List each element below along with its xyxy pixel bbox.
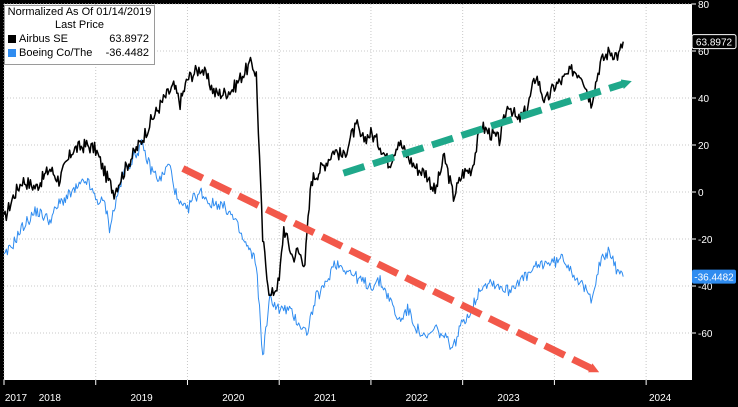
x-tick-label: 2018 — [39, 393, 62, 404]
legend-airbus-name: Airbus SE — [19, 33, 68, 45]
airbus-line — [3, 41, 624, 297]
legend-title: Normalized As Of 01/14/2019 — [7, 6, 152, 18]
legend-airbus-value: 63.8972 — [109, 33, 149, 45]
series-layer — [3, 41, 624, 356]
y-tick-label: 80 — [698, 0, 710, 11]
legend-boeing-name: Boeing Co/The — [19, 47, 93, 59]
x-tick-label: 2024 — [649, 393, 672, 404]
right-axis-panel — [692, 0, 738, 407]
x-tick-label: 2023 — [497, 393, 520, 404]
y-tick-label: 0 — [698, 188, 704, 199]
x-tick-label: 2019 — [130, 393, 153, 404]
annotation-layer — [181, 79, 632, 373]
last-value-label: -36.4482 — [694, 273, 734, 284]
y-tick-label: -60 — [698, 329, 713, 340]
y-tick-label: 40 — [698, 94, 710, 105]
last-value-box — [692, 269, 736, 284]
down-arrow — [181, 165, 600, 373]
boeing-swatch — [8, 49, 16, 57]
y-tick-label: 60 — [698, 47, 710, 58]
x-axis: 2017 2018 2019 2020 2021 2022 2023 2024 — [3, 380, 672, 404]
boeing-line — [3, 139, 624, 356]
x-tick-label: 2022 — [406, 393, 429, 404]
airbus-swatch — [8, 35, 16, 43]
legend: Normalized As Of 01/14/2019 Last Price A… — [4, 5, 155, 65]
y-axis: 80 60 40 20 0 -20 -40 -60 — [692, 0, 713, 340]
legend-boeing-value: -36.4482 — [105, 47, 149, 59]
y-tick-label: 20 — [698, 141, 710, 152]
y-tick-label: -20 — [698, 235, 713, 246]
y-tick-label: -40 — [698, 282, 713, 293]
bottom-axis-panel — [0, 380, 692, 407]
legend-item-airbus[interactable]: Airbus SE 63.8972 — [5, 32, 154, 46]
up-arrow — [342, 79, 632, 177]
last-value-box — [691, 34, 737, 50]
x-tick-label: 2020 — [222, 393, 245, 404]
legend-subtitle: Last Price — [55, 19, 104, 31]
x-tick-label: 2021 — [314, 393, 337, 404]
legend-item-boeing[interactable]: Boeing Co/The -36.4482 — [5, 46, 154, 60]
last-value-label: 63.8972 — [696, 38, 733, 49]
x-tick-label: 2017 — [5, 393, 28, 404]
last-value-labels: 63.8972 -36.4482 — [691, 34, 737, 284]
